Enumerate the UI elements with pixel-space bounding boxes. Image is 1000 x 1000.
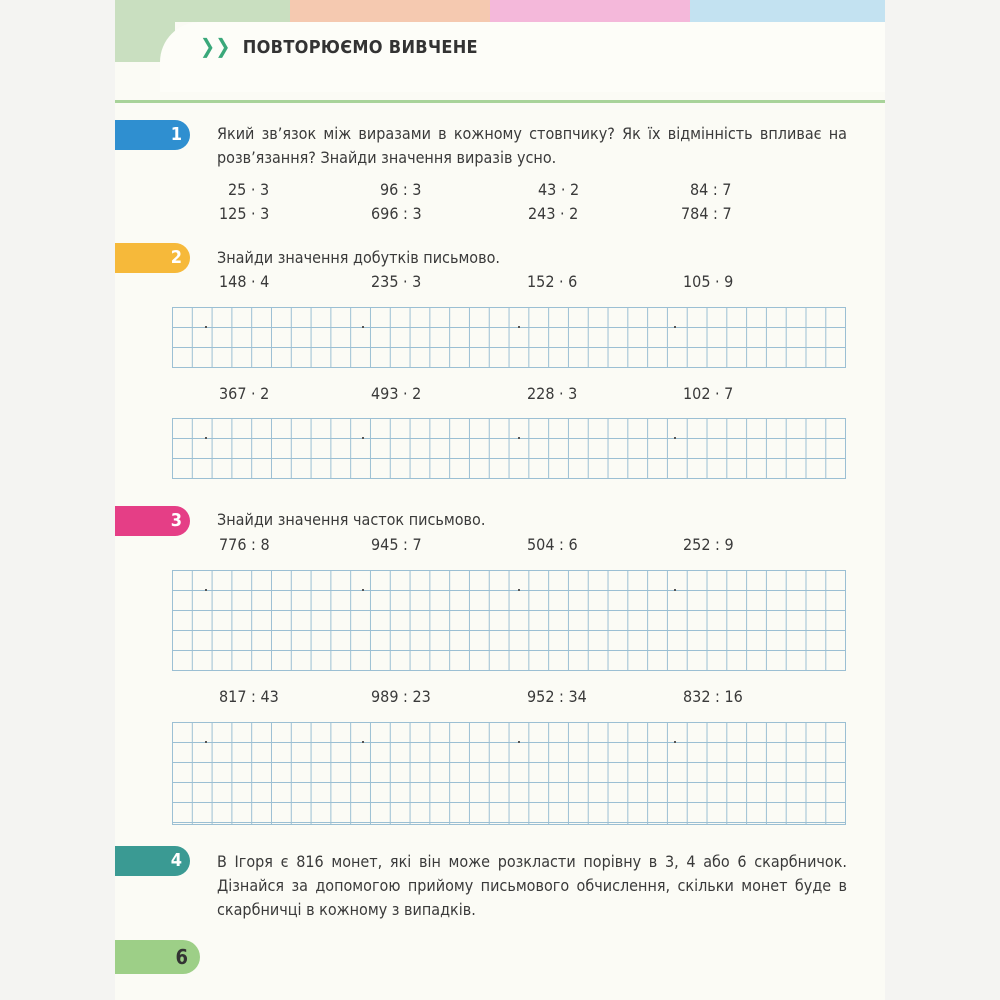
answer-grid[interactable] [172,570,846,671]
header-tab [160,22,885,92]
grid-dot [362,437,364,439]
grid-dot [674,437,676,439]
expression: 504 : 6 [527,535,578,554]
expression: 25 · 3 [228,180,270,199]
expression: 96 : 3 [380,180,422,199]
task-3-text: Знайди значення часток письмово. [217,510,486,529]
grid-dot [518,437,520,439]
task-4-text: В Ігоря є 816 монет, які він може розкла… [217,852,847,919]
grid-dot [205,589,207,591]
textbook-page [115,0,885,1000]
expression: 945 : 7 [371,535,422,554]
grid-dot [362,326,364,328]
double-chevron-icon: ❯❯ [200,34,231,58]
expression: 102 · 7 [683,384,734,403]
grid-dot [674,589,676,591]
grid-dot [205,741,207,743]
expression: 493 · 2 [371,384,422,403]
page-number: 6 [115,940,200,974]
expression: 125 · 3 [219,204,270,223]
expression: 43 · 2 [538,180,580,199]
expression: 367 · 2 [219,384,270,403]
expression: 784 : 7 [681,204,732,223]
grid-dot [362,741,364,743]
grid-dot [674,741,676,743]
task-2-badge: 2 [115,243,190,273]
section-title-text: ПОВТОРЮЄМО ВИВЧЕНЕ [242,37,478,58]
expression: 148 · 4 [219,272,270,291]
color-band-green [115,0,290,22]
color-band-peach [290,0,490,22]
grid-dot [205,326,207,328]
task-4-badge: 4 [115,846,190,876]
expression: 84 : 7 [690,180,732,199]
answer-grid[interactable] [172,722,846,825]
task-1-text: Який зв’язок між виразами в кожному стов… [217,124,847,167]
task-3-badge: 3 [115,506,190,536]
grid-dot [674,326,676,328]
grid-dot [518,589,520,591]
color-band-pink [490,0,690,22]
task-2-text: Знайди значення добутків письмово. [217,248,500,267]
grid-dot [518,741,520,743]
expression: 252 : 9 [683,535,734,554]
expression: 228 · 3 [527,384,578,403]
expression: 952 : 34 [527,687,587,706]
expression: 235 · 3 [371,272,422,291]
expression: 989 : 23 [371,687,431,706]
divider [115,100,885,103]
answer-grid[interactable] [172,307,846,368]
expression: 776 : 8 [219,535,270,554]
grid-dot [518,326,520,328]
answer-grid[interactable] [172,418,846,479]
expression: 817 : 43 [219,687,279,706]
expression: 105 · 9 [683,272,734,291]
color-band-blue [690,0,885,22]
grid-dot [205,437,207,439]
section-title: ❯❯ ПОВТОРЮЄМО ВИВЧЕНЕ [200,34,478,58]
task-1-badge: 1 [115,120,190,150]
expression: 152 · 6 [527,272,578,291]
expression: 696 : 3 [371,204,422,223]
expression: 832 : 16 [683,687,743,706]
grid-dot [362,589,364,591]
expression: 243 · 2 [528,204,579,223]
